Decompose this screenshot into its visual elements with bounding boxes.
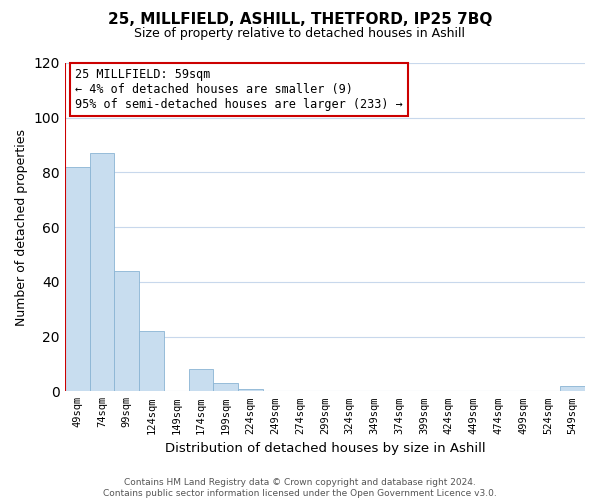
Y-axis label: Number of detached properties: Number of detached properties (15, 128, 28, 326)
Bar (65, 167, 89, 392)
Text: Contains HM Land Registry data © Crown copyright and database right 2024.
Contai: Contains HM Land Registry data © Crown c… (103, 478, 497, 498)
Bar (560, 386, 585, 392)
Bar (139, 331, 164, 392)
Text: Size of property relative to detached houses in Ashill: Size of property relative to detached ho… (134, 28, 466, 40)
Text: 25, MILLFIELD, ASHILL, THETFORD, IP25 7BQ: 25, MILLFIELD, ASHILL, THETFORD, IP25 7B… (108, 12, 492, 28)
X-axis label: Distribution of detached houses by size in Ashill: Distribution of detached houses by size … (164, 442, 485, 455)
Bar (214, 383, 238, 392)
Bar (89, 154, 115, 392)
Text: 25 MILLFIELD: 59sqm
← 4% of detached houses are smaller (9)
95% of semi-detached: 25 MILLFIELD: 59sqm ← 4% of detached hou… (75, 68, 403, 111)
Bar (188, 370, 214, 392)
Bar (115, 271, 139, 392)
Bar (238, 388, 263, 392)
